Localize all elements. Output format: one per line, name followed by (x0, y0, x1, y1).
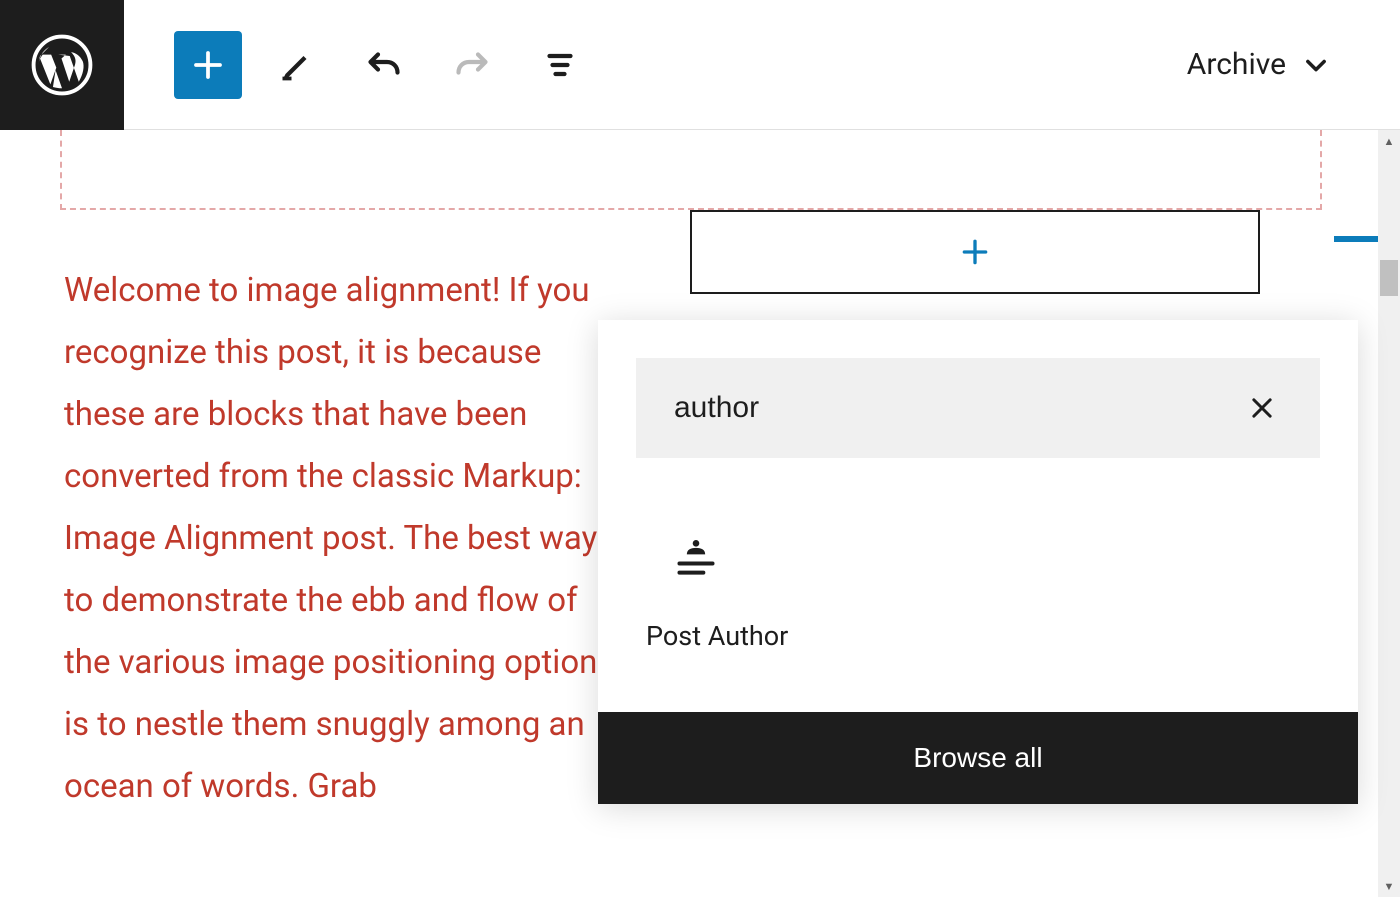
block-result-label: Post Author (646, 620, 788, 652)
post-author-icon (646, 536, 746, 580)
scroll-thumb[interactable] (1380, 260, 1398, 296)
browse-all-button[interactable]: Browse all (598, 712, 1358, 804)
wordpress-logo[interactable] (0, 0, 124, 130)
scroll-up-arrow[interactable]: ▲ (1378, 130, 1400, 152)
vertical-scrollbar[interactable]: ▲ ▼ (1378, 130, 1400, 897)
block-search-box (636, 358, 1320, 458)
add-block-inline-button[interactable] (690, 210, 1260, 294)
close-icon (1248, 394, 1276, 422)
editor-canvas: Welcome to image alignment! If you recog… (0, 130, 1400, 897)
list-view-icon (542, 47, 578, 83)
block-inserter-popup: Post Author Browse all (598, 320, 1358, 804)
block-placeholder-diagonal (1112, 130, 1322, 210)
scroll-down-arrow[interactable]: ▼ (1378, 875, 1400, 897)
redo-button[interactable] (438, 31, 506, 99)
pencil-icon (278, 47, 314, 83)
block-search-input[interactable] (674, 391, 1242, 425)
toolbar-button-group (124, 31, 594, 99)
editor-toolbar: Archive (0, 0, 1400, 130)
post-content-paragraph[interactable]: Welcome to image alignment! If you recog… (64, 260, 624, 818)
redo-icon (454, 47, 490, 83)
template-label: Archive (1187, 47, 1286, 82)
edit-tool-button[interactable] (262, 31, 330, 99)
add-block-toolbar-button[interactable] (174, 31, 242, 99)
list-view-button[interactable] (526, 31, 594, 99)
template-selector[interactable]: Archive (1187, 47, 1400, 82)
undo-icon (366, 47, 402, 83)
undo-button[interactable] (350, 31, 418, 99)
chevron-down-icon (1302, 51, 1330, 79)
clear-search-button[interactable] (1242, 388, 1282, 428)
plus-icon (959, 236, 991, 268)
block-result-item[interactable]: Post Author (598, 496, 838, 712)
sidebar-accent (1334, 236, 1378, 242)
plus-icon (190, 47, 226, 83)
